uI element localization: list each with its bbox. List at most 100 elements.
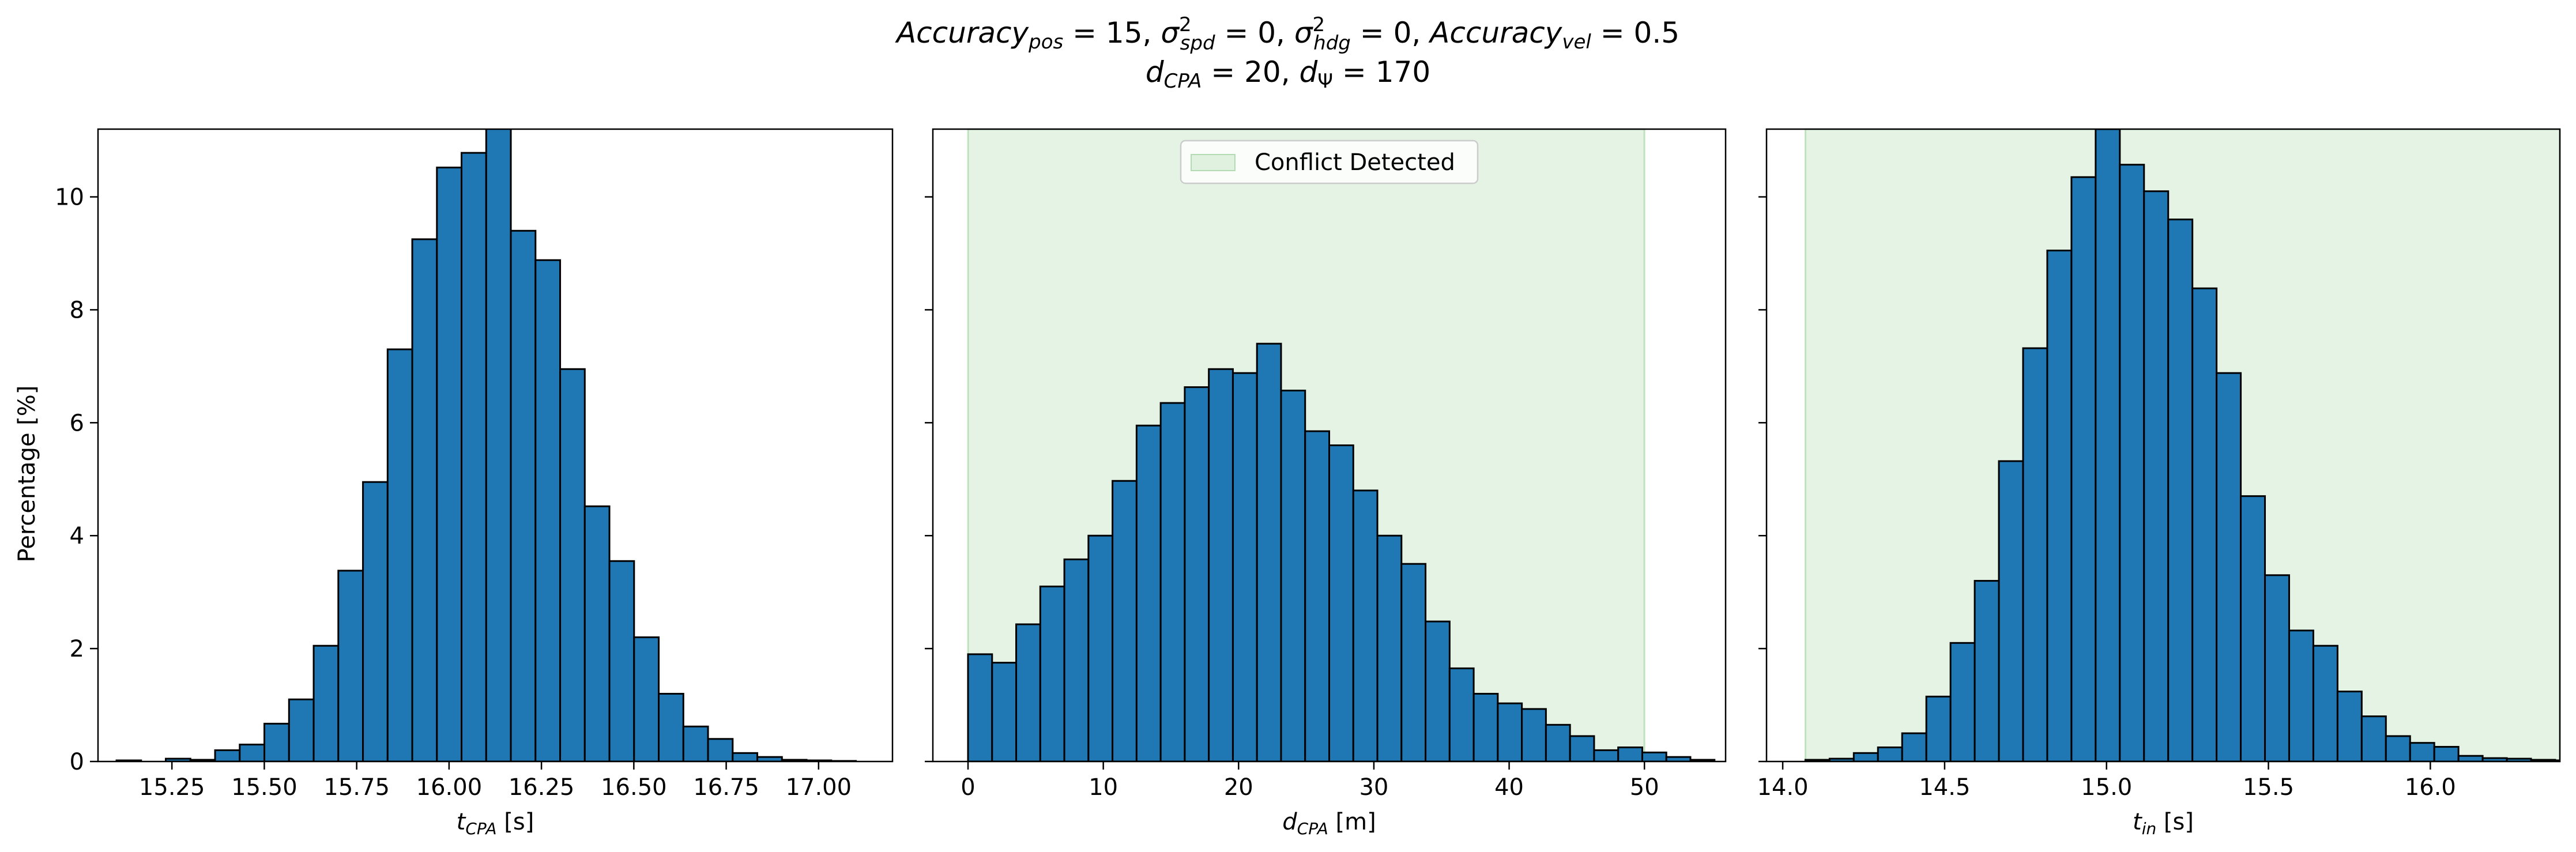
x-tick-label: 16.75 <box>693 774 759 801</box>
histogram-bar <box>2143 190 2170 761</box>
histogram-bar <box>1521 708 1547 761</box>
histogram-bar <box>312 644 340 761</box>
histogram-bar <box>1877 747 1903 761</box>
histogram-bar <box>337 570 364 761</box>
x-tick-label: 16.00 <box>416 774 483 801</box>
axes-frame <box>932 128 1727 763</box>
figure-title-line-1: Accuracypos = 15, σ2 spd = 0, σ2 hdg = 0, … <box>895 13 1679 55</box>
histogram-bar <box>1974 580 2000 761</box>
x-tick-label: 14.5 <box>1919 774 1970 801</box>
histogram-bar <box>1998 460 2024 761</box>
figure-title-line-2: dCPA = 20, dΨ = 170 <box>1146 55 1430 93</box>
legend: Conflict Detected <box>1180 140 1479 184</box>
histogram-bar <box>2457 755 2484 761</box>
histogram-bar <box>967 653 993 761</box>
histogram-bar <box>263 722 290 761</box>
x-tick-label: 50 <box>1630 774 1659 801</box>
histogram-bar <box>1545 723 1571 761</box>
histogram-bar <box>534 259 562 761</box>
y-tick-label: 4 <box>70 523 84 549</box>
y-tick-label: 10 <box>55 184 84 211</box>
histogram-bar <box>1901 732 1927 761</box>
histogram-bar <box>1112 480 1138 761</box>
x-tick-label: 30 <box>1359 774 1388 801</box>
histogram-bar <box>1304 430 1331 761</box>
histogram-bar <box>1063 558 1090 761</box>
histogram-bar <box>1641 751 1667 761</box>
histogram-bar <box>239 744 266 761</box>
x-tick-label: 15.0 <box>2081 774 2132 801</box>
histogram-bar <box>991 662 1018 761</box>
panel-t-cpa: 15.25 15.50 15.75 16.00 16.25 16.50 16.75 17.00… <box>55 128 894 838</box>
axes-frame <box>97 128 894 763</box>
histogram-bar <box>1400 563 1427 761</box>
histogram-bar <box>2216 372 2242 761</box>
histogram-bar <box>288 698 315 761</box>
histogram-bar <box>2167 218 2194 761</box>
x-tick-label: 15.50 <box>231 774 297 801</box>
histogram-bar <box>1135 424 1162 761</box>
histogram-bar <box>436 167 463 761</box>
histogram-bar <box>1184 386 1210 761</box>
histogram-bar <box>1925 695 1952 761</box>
histogram-bar <box>461 152 487 761</box>
histogram-bar <box>2336 691 2363 761</box>
panel-t-in: 14.0 14.5 15.0 15.5 16.0 tin [s] <box>1757 128 2561 838</box>
histogram-bar <box>559 368 586 761</box>
histogram-bar <box>2288 629 2314 761</box>
x-tick-label: 16.25 <box>509 774 575 801</box>
histogram-bar <box>2022 347 2048 761</box>
histogram-bar <box>583 505 611 761</box>
histogram-bar <box>2264 574 2290 761</box>
x-tick-label: 15.5 <box>2243 774 2294 801</box>
x-axis-label: tin [s] <box>2133 809 2194 838</box>
histogram-bar <box>682 725 709 761</box>
histogram-bar <box>1425 620 1451 761</box>
histogram-bar <box>1852 752 1879 761</box>
y-tick-label: 6 <box>70 410 84 436</box>
x-tick-label: 40 <box>1494 774 1524 801</box>
histogram-bar <box>2119 164 2145 761</box>
histogram-bar <box>2095 129 2121 761</box>
histogram-bar <box>1569 735 1595 761</box>
histogram-bar <box>2409 742 2435 761</box>
histogram-bar <box>362 481 389 761</box>
histogram-bar <box>608 560 635 761</box>
histogram-bar <box>411 238 438 761</box>
legend-swatch <box>1191 154 1236 171</box>
histogram-bar <box>510 229 537 761</box>
histogram-bar <box>1497 702 1523 761</box>
y-axis-label: Percentage [%] <box>14 386 40 563</box>
panel-d-cpa: 0 10 20 30 40 50 dCPA [m] Conflict Detected <box>925 128 1727 838</box>
histogram-bar <box>1617 747 1643 761</box>
histogram-bar <box>2070 176 2097 761</box>
x-tick-label: 17.00 <box>786 774 852 801</box>
histogram-bar <box>1015 623 1041 761</box>
histogram-bar <box>1376 534 1403 761</box>
legend-label: Conflict Detected <box>1255 149 1455 176</box>
histogram-bar <box>1159 402 1186 761</box>
y-tick-label: 0 <box>70 749 84 775</box>
histogram-bar <box>2433 746 2460 761</box>
histogram-bar <box>658 692 684 761</box>
histogram-bar <box>2240 495 2266 761</box>
histogram-bar <box>1208 368 1234 761</box>
x-tick-label: 20 <box>1224 774 1253 801</box>
histogram-bar <box>2312 644 2338 761</box>
histogram-bar <box>1280 389 1306 761</box>
axes-frame <box>1765 128 2561 763</box>
histogram-bar <box>1472 692 1499 761</box>
histogram-bar <box>1593 749 1620 761</box>
histogram-bar <box>386 348 413 761</box>
histogram-bar <box>1039 585 1065 761</box>
histogram-bar <box>1352 489 1379 761</box>
histogram-bar <box>707 738 734 761</box>
histogram-bar <box>1689 759 1716 761</box>
histogram-bar <box>1328 444 1354 761</box>
x-tick-label: 15.25 <box>139 774 205 801</box>
y-tick-label: 8 <box>70 297 84 323</box>
histogram-bar <box>214 749 241 761</box>
histogram-bar <box>2046 250 2073 761</box>
x-tick-label: 16.50 <box>601 774 667 801</box>
